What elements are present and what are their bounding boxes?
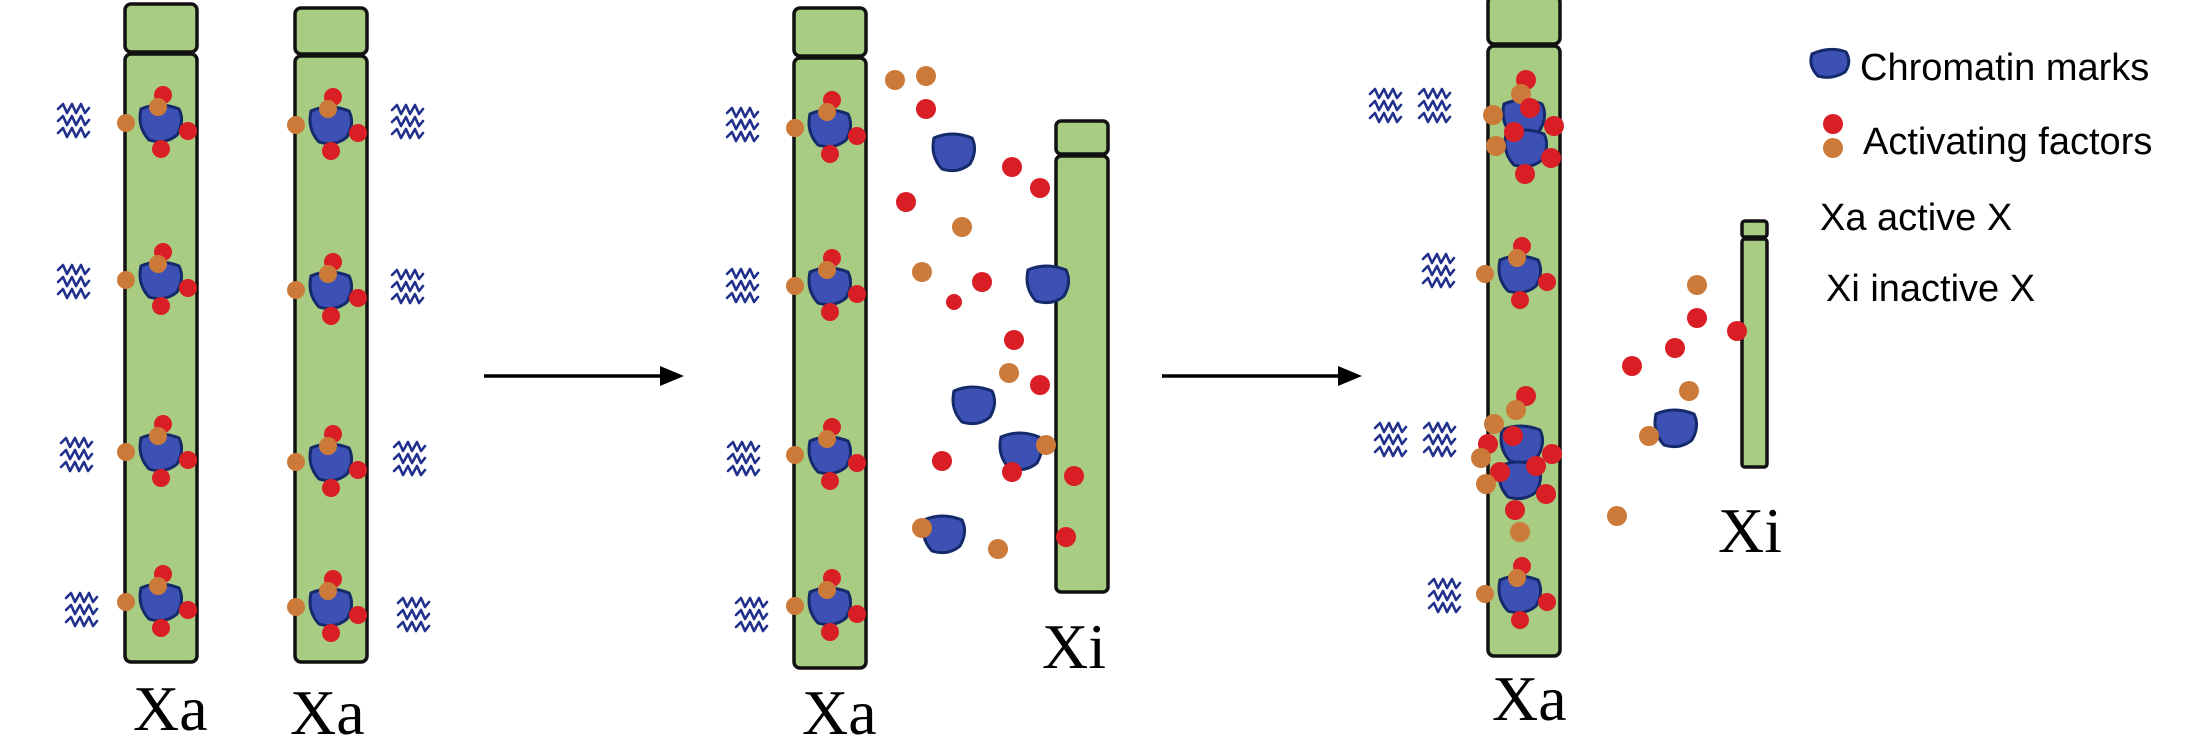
stage2-xi-chromosome — [1054, 119, 1110, 594]
stage3-xi-label: Xi — [1718, 495, 1782, 566]
legend-xa-text: Xa active X — [1820, 197, 2012, 239]
legend: Chromatin marks Activating factors Xa ac… — [1809, 47, 2152, 310]
chromatin-mark-icon — [1809, 47, 1851, 79]
legend-chromatin-marks: Chromatin marks — [1809, 47, 2149, 89]
stage1-xa-right-chromosome — [293, 6, 369, 664]
stage3-xa-label: Xa — [1492, 663, 1567, 734]
stage1-xa-left-chromosome — [123, 2, 199, 664]
stage1-xa-left-label: Xa — [133, 673, 208, 742]
red-factor-icon — [1823, 114, 1843, 134]
stage2-xa-label: Xa — [802, 677, 877, 742]
legend-xi-text: Xi inactive X — [1826, 268, 2035, 310]
stage3-transcription-waves — [1368, 87, 1462, 614]
stage2-xa-chromosome — [792, 6, 868, 670]
stage2-released-factors — [885, 66, 1084, 559]
stage3-released-factors — [1607, 275, 1747, 526]
stage2-transcription-waves — [725, 106, 769, 633]
stage2-xi-label: Xi — [1042, 611, 1106, 682]
legend-activating-factors-text: Activating factors — [1863, 121, 2152, 163]
stage3-xi-chromosome — [1740, 219, 1769, 469]
stage3-xa-chromosome — [1486, 0, 1562, 658]
orange-factor-icon — [1823, 138, 1843, 158]
stage1-transcription-waves — [56, 102, 431, 633]
legend-chromatin-marks-text: Chromatin marks — [1860, 47, 2149, 89]
transition-arrow-2 — [1162, 366, 1362, 386]
legend-activating-factors: Activating factors — [1823, 114, 2152, 163]
stage3-chromatin-clusters — [1471, 70, 1564, 629]
stage1-xa-right-label: Xa — [290, 677, 365, 742]
transition-arrow-1 — [484, 366, 684, 386]
